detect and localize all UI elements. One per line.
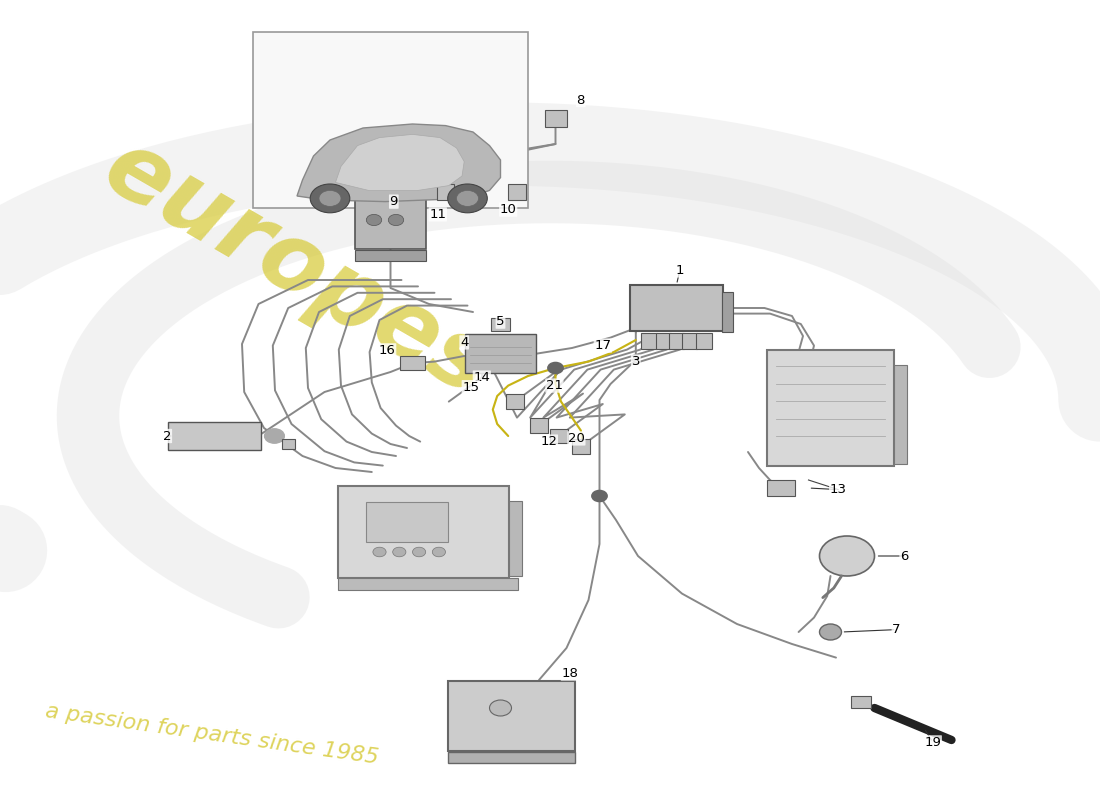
Bar [669, 333, 684, 349]
Circle shape [310, 184, 350, 213]
Bar [253, 32, 528, 208]
Bar [491, 318, 510, 331]
Text: 19: 19 [924, 736, 942, 749]
Bar [354, 199, 427, 249]
Text: 2: 2 [163, 430, 172, 442]
Text: 9: 9 [389, 195, 398, 208]
Bar [768, 350, 893, 466]
Text: 1: 1 [675, 264, 684, 277]
Text: 10: 10 [499, 203, 517, 216]
Bar [893, 365, 906, 464]
Circle shape [456, 190, 478, 206]
Text: 11: 11 [429, 208, 447, 221]
Bar [339, 486, 508, 578]
Bar [572, 439, 590, 454]
Bar [506, 394, 524, 409]
Bar [339, 578, 518, 590]
Text: 5: 5 [496, 315, 505, 328]
Bar [696, 333, 712, 349]
Text: 13: 13 [829, 483, 847, 496]
Bar [722, 292, 733, 332]
Circle shape [820, 536, 874, 576]
Circle shape [548, 362, 563, 374]
Text: 12: 12 [540, 435, 558, 448]
Text: 4: 4 [460, 336, 469, 349]
Bar [282, 439, 295, 449]
Circle shape [448, 184, 487, 213]
Bar [768, 480, 794, 496]
Text: 16: 16 [378, 344, 396, 357]
Bar [530, 418, 548, 433]
Circle shape [592, 490, 607, 502]
Bar [508, 501, 522, 576]
Circle shape [432, 547, 446, 557]
Bar [550, 429, 568, 443]
Polygon shape [297, 124, 500, 202]
Text: 21: 21 [546, 379, 563, 392]
Text: europes: europes [88, 121, 507, 416]
Text: 7: 7 [892, 623, 901, 636]
Bar [656, 333, 671, 349]
Text: 18: 18 [561, 667, 579, 680]
Bar [544, 110, 566, 127]
Polygon shape [336, 134, 464, 190]
Bar [464, 334, 537, 373]
Bar [365, 502, 449, 542]
Text: 15: 15 [462, 381, 480, 394]
Text: 3: 3 [631, 355, 640, 368]
Circle shape [412, 547, 426, 557]
Bar [437, 184, 454, 200]
Text: 20: 20 [568, 432, 585, 445]
Bar [629, 285, 724, 331]
Circle shape [366, 214, 382, 226]
Circle shape [373, 547, 386, 557]
Circle shape [393, 547, 406, 557]
Bar [400, 356, 425, 370]
Bar [449, 752, 575, 763]
Circle shape [388, 214, 404, 226]
Bar [354, 250, 427, 261]
Bar [682, 333, 697, 349]
Bar [508, 184, 526, 200]
Circle shape [265, 429, 284, 443]
Text: a passion for parts since 1985: a passion for parts since 1985 [44, 702, 380, 768]
Circle shape [490, 700, 512, 716]
Text: 17: 17 [594, 339, 612, 352]
Circle shape [820, 624, 842, 640]
Bar [851, 695, 871, 708]
Text: 6: 6 [900, 550, 909, 562]
Circle shape [319, 190, 341, 206]
Text: 8: 8 [576, 94, 585, 106]
Bar [449, 681, 575, 751]
Text: 14: 14 [473, 371, 491, 384]
Bar [641, 333, 657, 349]
Bar [167, 422, 262, 450]
